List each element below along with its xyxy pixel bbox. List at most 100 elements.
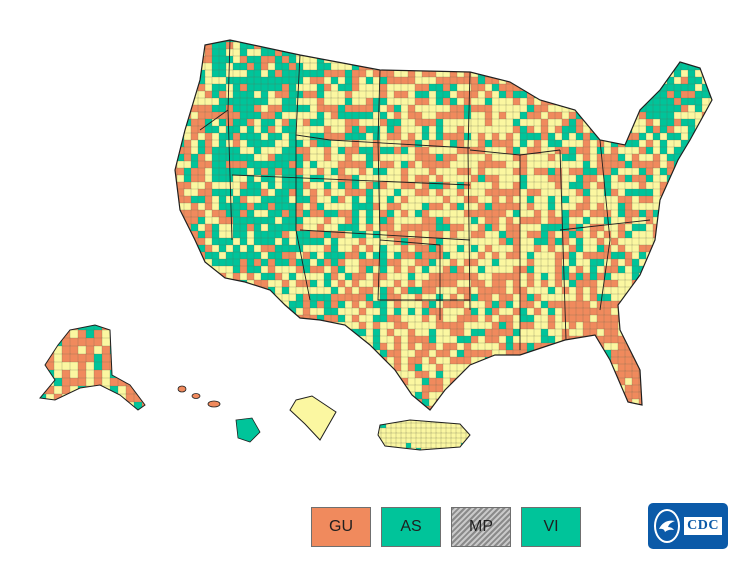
county-cell — [716, 322, 724, 330]
county-cell — [175, 363, 178, 372]
county-cell — [533, 321, 542, 330]
territory-box[interactable]: GU — [311, 507, 371, 547]
county-cell — [470, 293, 479, 302]
county-cell — [400, 300, 409, 309]
cdc-logo[interactable]: CDC — [648, 503, 728, 549]
county-cell — [211, 363, 220, 372]
county-cell — [365, 146, 374, 155]
county-cell — [407, 391, 416, 400]
county-cell — [533, 356, 542, 365]
county-cell — [117, 353, 127, 363]
county-cell — [547, 195, 556, 204]
county-cell — [288, 356, 297, 365]
county-cell — [365, 209, 374, 218]
county-cell — [316, 321, 325, 330]
county-cell — [512, 377, 521, 386]
county-cell — [175, 55, 178, 64]
county-cell — [309, 265, 318, 274]
county-cell — [568, 321, 577, 330]
county-cell — [77, 337, 87, 347]
territory-box[interactable]: AS — [381, 507, 441, 547]
county-cell — [393, 132, 402, 141]
county-cell — [491, 405, 500, 410]
county-cell — [386, 195, 395, 204]
county-cell — [421, 216, 430, 225]
county-cell — [393, 286, 402, 295]
county-cell — [176, 69, 185, 78]
county-cell — [442, 132, 451, 141]
territory-box[interactable]: VI — [521, 507, 581, 547]
county-cell — [281, 167, 290, 176]
county-cell — [708, 237, 712, 246]
county-cell — [211, 251, 220, 260]
county-cell — [694, 279, 703, 288]
county-cell — [512, 160, 521, 169]
county-cell — [267, 153, 276, 162]
county-cell — [232, 377, 241, 386]
county-cell — [393, 69, 402, 78]
county-cell — [344, 55, 353, 64]
county-cell — [680, 265, 689, 274]
county-cell — [190, 286, 199, 295]
county-cell — [323, 258, 332, 267]
county-cell — [631, 265, 640, 274]
county-cell — [190, 272, 199, 281]
county-cell — [183, 335, 192, 344]
county-cell — [239, 370, 248, 379]
county-cell — [393, 216, 402, 225]
county-cell — [442, 349, 451, 358]
county-cell — [659, 307, 668, 316]
county-cell — [225, 97, 234, 106]
county-cell — [708, 279, 712, 288]
county-cell — [414, 48, 423, 57]
county-cell — [295, 125, 304, 134]
county-cell — [582, 40, 591, 43]
county-cell — [596, 83, 605, 92]
county-cell — [561, 174, 570, 183]
county-cell — [498, 286, 507, 295]
county-cell — [302, 69, 311, 78]
county-cell — [533, 216, 542, 225]
county-cell — [687, 307, 696, 316]
county-cell — [568, 48, 577, 57]
county-cell — [414, 377, 423, 386]
county-cell — [414, 342, 423, 351]
county-cell — [449, 265, 458, 274]
county-cell — [117, 337, 127, 347]
county-cell — [484, 328, 493, 337]
county-cell — [512, 76, 521, 85]
county-cell — [435, 216, 444, 225]
county-cell — [526, 97, 535, 106]
county-cell — [253, 251, 262, 260]
county-cell — [694, 251, 703, 260]
county-cell — [323, 104, 332, 113]
county-cell — [442, 321, 451, 330]
county-cell — [708, 398, 712, 407]
county-cell — [617, 237, 626, 246]
county-cell — [505, 377, 514, 386]
county-cell — [638, 174, 647, 183]
county-cell — [400, 83, 409, 92]
county-cell — [316, 328, 325, 337]
county-cell — [232, 405, 241, 410]
county-cell — [267, 321, 276, 330]
county-cell — [365, 41, 374, 50]
county-cell — [533, 293, 542, 302]
county-cell — [519, 398, 528, 407]
county-cell — [400, 216, 409, 225]
county-cell — [491, 111, 500, 120]
county-cell — [526, 167, 535, 176]
county-cell — [400, 153, 409, 162]
county-cell — [197, 139, 206, 148]
county-cell — [379, 363, 388, 372]
territory-box[interactable]: MP — [451, 507, 511, 547]
county-cell — [519, 195, 528, 204]
county-cell — [554, 40, 563, 43]
county-cell — [449, 188, 458, 197]
county-cell — [463, 300, 472, 309]
county-cell — [519, 139, 528, 148]
county-cell — [659, 111, 668, 120]
county-cell — [358, 139, 367, 148]
county-cell — [638, 321, 647, 330]
county-cell — [716, 406, 724, 414]
